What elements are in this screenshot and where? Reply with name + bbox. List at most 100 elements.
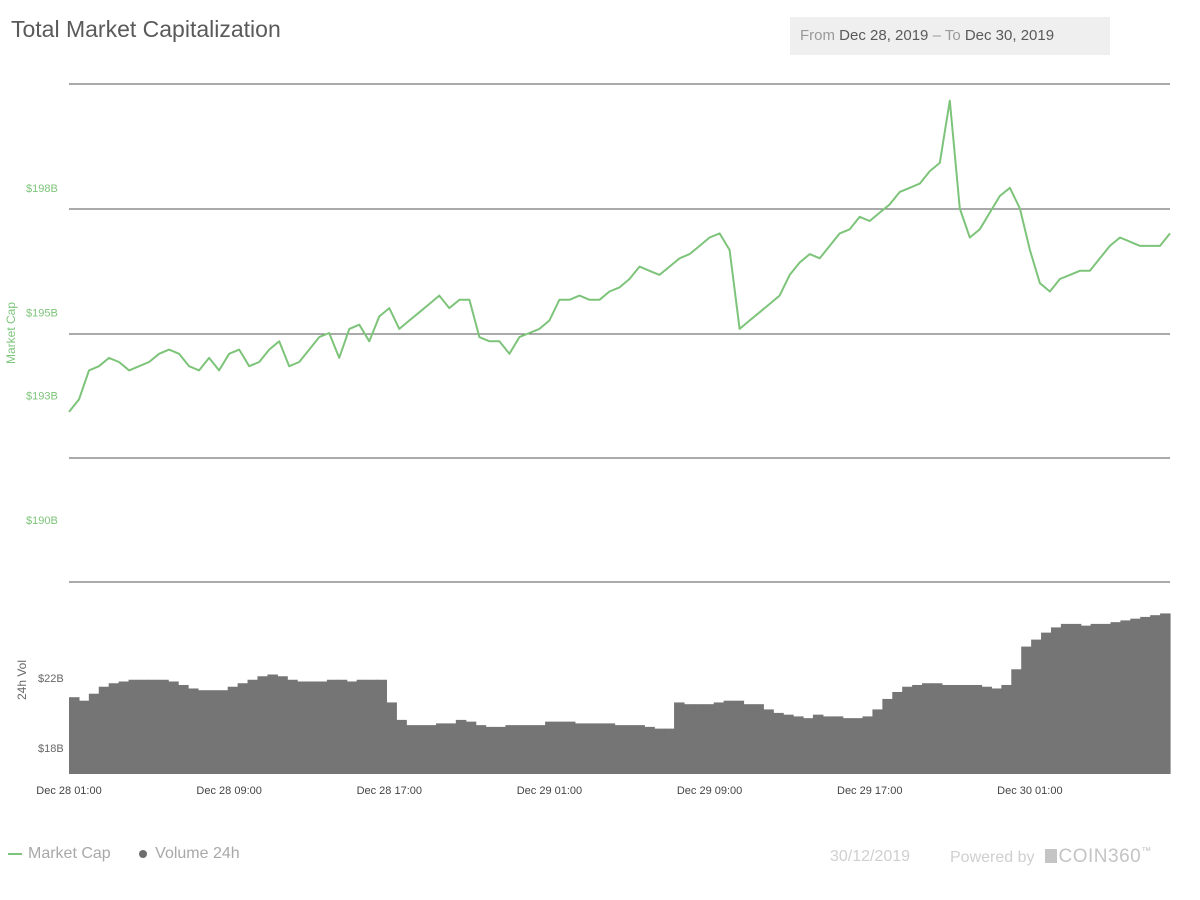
legend-item-market-cap[interactable]: Market Cap — [8, 845, 111, 863]
volume-bar — [783, 714, 794, 774]
volume-bar — [158, 679, 169, 774]
volume-bar — [297, 681, 308, 774]
volume-bar — [267, 674, 278, 774]
volume-bar — [812, 714, 824, 774]
volume-bar — [98, 686, 110, 774]
xtick-label: Dec 28 09:00 — [196, 785, 261, 797]
volume-bar — [594, 723, 606, 774]
volume-bar — [108, 683, 120, 774]
volume-bar — [832, 716, 844, 774]
volume-bar — [78, 700, 90, 774]
volume-bar — [346, 681, 358, 774]
volume-bar — [564, 721, 576, 774]
volume-bar — [654, 728, 665, 774]
volume-bar — [882, 698, 893, 774]
volume-bar — [604, 723, 616, 774]
footer-date: 30/12/2019 — [830, 848, 911, 865]
volume-bar — [376, 679, 388, 774]
volume-bar — [69, 697, 80, 774]
volume-bar — [257, 676, 268, 774]
ytick-label-vol: $18B — [38, 743, 64, 755]
coin360-logo: COIN360™ — [1044, 846, 1152, 867]
volume-bar — [674, 702, 685, 774]
volume-bar — [842, 718, 854, 774]
volume-bar — [614, 725, 626, 774]
volume-bar — [247, 679, 259, 774]
volume-bar — [1041, 632, 1052, 774]
ytick-label-cap: $193B — [26, 390, 58, 402]
volume-bar — [1110, 622, 1122, 774]
volume-bar — [713, 702, 725, 774]
chart-title: Total Market Capitalization — [11, 16, 281, 42]
volume-bar — [416, 725, 427, 774]
volume-bar — [188, 688, 199, 774]
volume-bar — [872, 709, 883, 774]
volume-bar — [445, 723, 457, 774]
volume-bar — [584, 723, 596, 774]
volume-bar — [773, 712, 784, 774]
coin360-logo-icon — [1044, 849, 1057, 863]
volume-bar — [733, 700, 745, 774]
volume-bar — [475, 725, 487, 774]
volume-bar — [436, 723, 447, 774]
from-date[interactable]: Dec 28, 2019 — [839, 27, 929, 44]
volume-bar — [961, 684, 973, 774]
xtick-label: Dec 28 17:00 — [357, 785, 422, 797]
volume-bar — [1130, 618, 1141, 774]
volume-bar — [168, 681, 179, 774]
volume-bar — [326, 679, 338, 774]
volume-bar — [465, 721, 477, 774]
volume-bar — [148, 679, 159, 774]
volume-bar — [336, 679, 348, 774]
date-range-selector[interactable]: From Dec 28, 2019 – To Dec 30, 2019 — [790, 17, 1110, 55]
volume-bar — [991, 688, 1002, 774]
volume-bar — [227, 686, 239, 774]
volume-bar — [1050, 627, 1062, 774]
volume-bar — [892, 691, 903, 774]
volume-bar — [178, 684, 189, 774]
xtick-label: Dec 28 01:00 — [36, 785, 101, 797]
volume-bar — [683, 704, 695, 774]
market-cap-line — [68, 99, 1171, 413]
volume-bar — [316, 681, 328, 774]
volume-bar — [624, 725, 635, 774]
to-date[interactable]: Dec 30, 2019 — [964, 27, 1055, 44]
volume-bar — [1140, 616, 1151, 774]
volume-bar — [1100, 623, 1112, 774]
volume-bar — [1080, 625, 1092, 774]
market-cap-chart: $190B $193B $195B $198B Market Cap $18B $22B 24… — [4, 83, 1171, 797]
volume-bar — [664, 728, 675, 774]
volume-bar — [793, 716, 804, 774]
line-swatch-icon — [8, 852, 22, 855]
legend-label-market-cap: Market Cap — [28, 845, 111, 862]
legend-item-volume[interactable]: Volume 24h — [135, 845, 240, 863]
xtick-label: Dec 30 01:00 — [997, 785, 1062, 797]
volume-bar — [743, 704, 755, 774]
ytick-label-cap: $198B — [26, 183, 58, 195]
volume-bar — [931, 683, 943, 774]
volume-bar — [1150, 615, 1161, 774]
ytick-label-vol: $22B — [38, 673, 64, 685]
volume-bar — [535, 725, 546, 774]
volume-bar — [525, 725, 536, 774]
xtick-label: Dec 29 09:00 — [677, 785, 742, 797]
xtick-label: Dec 29 01:00 — [517, 785, 582, 797]
volume-bar — [1021, 646, 1032, 774]
volume-bar — [634, 725, 645, 774]
y-axis-title-cap: Market Cap — [4, 302, 18, 364]
volume-bar — [1031, 639, 1042, 774]
volume-bar — [981, 686, 993, 774]
volume-bar — [941, 684, 953, 774]
chart-legend: Market Cap Volume 24h — [8, 845, 260, 863]
powered-by[interactable]: Powered by COIN360™ — [950, 846, 1152, 868]
volume-bar — [1090, 623, 1102, 774]
volume-bar — [1060, 623, 1072, 774]
range-separator: – — [932, 27, 941, 44]
ytick-label-cap: $190B — [26, 515, 58, 527]
volume-bar — [693, 704, 705, 774]
volume-bar — [287, 679, 298, 774]
volume-bar — [763, 709, 774, 774]
volume-bar — [277, 676, 288, 774]
volume-bar — [922, 683, 933, 774]
volume-bar — [118, 681, 130, 774]
